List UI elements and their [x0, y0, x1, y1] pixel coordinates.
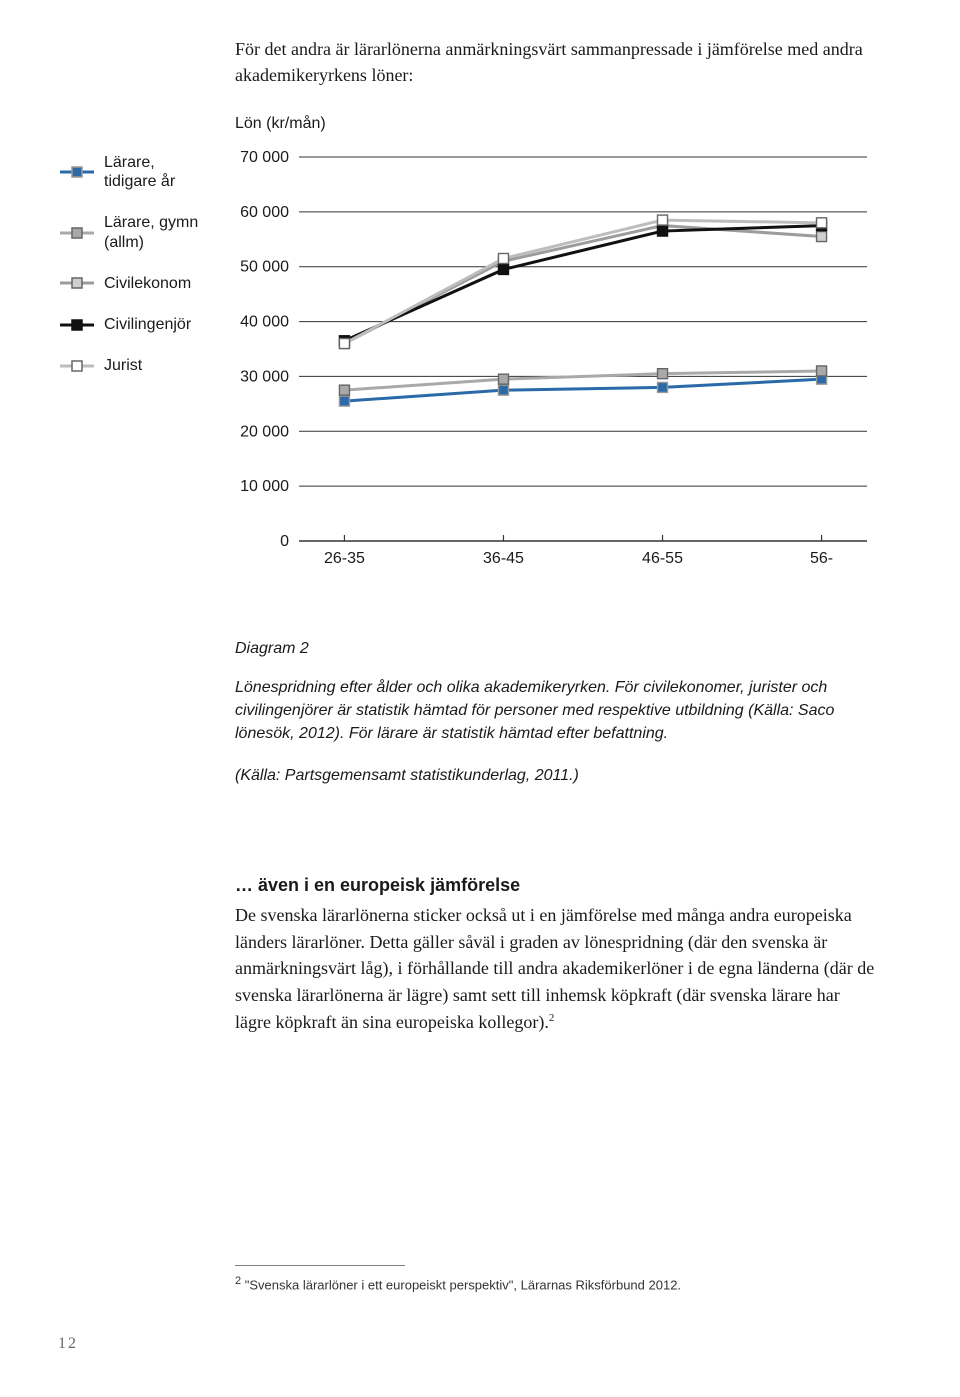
chart-caption: Diagram 2 Lönespridning efter ålder och … [235, 640, 875, 805]
legend-swatch-icon [60, 316, 94, 334]
svg-text:26-35: 26-35 [324, 550, 365, 567]
legend-item: Civilekonom [60, 274, 235, 293]
section-subhead: … även i en europeisk jämförelse [235, 875, 875, 896]
page-number: 12 [58, 1335, 78, 1353]
footnote-mark-inline: 2 [549, 1012, 555, 1024]
footnote-mark: 2 [235, 1275, 241, 1287]
legend-label: Civilingenjör [104, 315, 191, 334]
intro-paragraph: För det andra är lärarlönerna anmärkning… [235, 36, 875, 88]
footnote-text: "Svenska lärarlöner i ett europeiskt per… [245, 1277, 681, 1292]
legend-label: Jurist [104, 356, 142, 375]
chart-plot: 70 000 60 000 50 000 40 000 30 000 20 000 10 0… [235, 151, 875, 571]
section-body: De svenska lärarlönerna sticker också ut… [235, 902, 875, 1035]
legend-label: Civilekonom [104, 274, 191, 293]
footnote-rule [235, 1265, 405, 1266]
legend-swatch-icon [60, 163, 94, 181]
legend-swatch-icon [60, 357, 94, 375]
caption-source: (Källa: Partsgemensamt statistikunderlag… [235, 764, 875, 787]
footnote: 2 "Svenska lärarlöner i ett europeiskt p… [235, 1275, 875, 1292]
svg-text:56-: 56- [810, 550, 833, 567]
legend-swatch-icon [60, 224, 94, 242]
svg-text:20 000: 20 000 [240, 423, 289, 440]
svg-text:36-45: 36-45 [483, 550, 524, 567]
chart-y-axis-title: Lön (kr/mån) [235, 115, 880, 133]
svg-text:10 000: 10 000 [240, 478, 289, 495]
caption-title: Diagram 2 [235, 640, 875, 658]
svg-text:40 000: 40 000 [240, 314, 289, 331]
legend-item: Civilingenjör [60, 315, 235, 334]
svg-text:0: 0 [280, 533, 289, 550]
caption-body: Lönespridning efter ålder och olika akad… [235, 676, 875, 746]
legend-item: Jurist [60, 356, 235, 375]
legend-label: Lärare, gymn (allm) [104, 213, 198, 251]
svg-text:30 000: 30 000 [240, 368, 289, 385]
svg-text:46-55: 46-55 [642, 550, 683, 567]
legend-label: Lärare, tidigare år [104, 153, 175, 191]
legend-swatch-icon [60, 274, 94, 292]
chart-region: Lön (kr/mån) Lärare, tidigare årLärare, … [60, 115, 880, 571]
svg-text:60 000: 60 000 [240, 204, 289, 221]
section-body-text: De svenska lärarlönerna sticker också ut… [235, 905, 874, 1032]
legend-item: Lärare, gymn (allm) [60, 213, 235, 251]
body-section: … även i en europeisk jämförelse De sven… [235, 875, 875, 1035]
svg-text:50 000: 50 000 [240, 259, 289, 276]
chart-legend: Lärare, tidigare år Lärare, gymn (allm) Ci… [60, 151, 235, 571]
legend-item: Lärare, tidigare år [60, 153, 235, 191]
svg-text:70 000: 70 000 [240, 151, 289, 166]
